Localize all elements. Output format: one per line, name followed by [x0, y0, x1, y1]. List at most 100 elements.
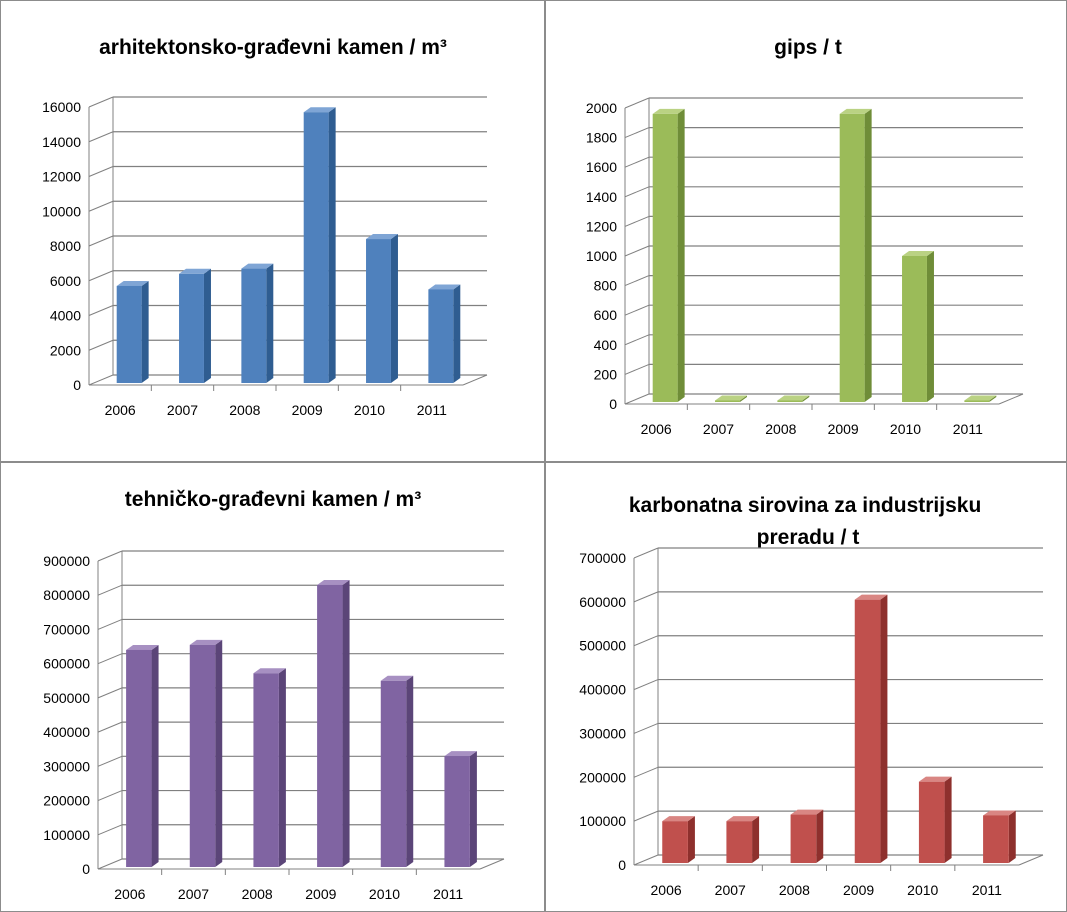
bar-top [116, 280, 149, 286]
bar-top [918, 776, 952, 782]
gridline-depth [97, 755, 123, 767]
y-tick-label: 100000 [579, 813, 626, 829]
y-tick-label: 200000 [43, 793, 90, 809]
gridline-depth [97, 824, 123, 836]
bar-front [366, 239, 391, 383]
bar-side [926, 251, 934, 402]
x-tick-label: 2011 [417, 402, 447, 418]
bar-front [983, 815, 1009, 863]
gridline-depth [97, 858, 123, 870]
y-tick-label: 0 [73, 377, 81, 393]
x-tick-label: 2011 [953, 421, 983, 437]
bar-2009 [303, 107, 336, 384]
y-tick-label: 12000 [42, 169, 81, 185]
bar-front [189, 644, 216, 867]
chart-panel-gypsum: gips / t 0 200 400 600 800 1000 1200 1400 1600 18… [545, 0, 1067, 462]
x-tick-label: 2006 [641, 421, 672, 437]
gridline-depth [97, 618, 123, 630]
y-tick-label: 300000 [579, 725, 626, 741]
gridline-depth [624, 245, 650, 257]
bar-2008 [241, 263, 274, 383]
gridline-depth [624, 156, 650, 168]
x-tick-label: 2009 [843, 882, 874, 898]
y-tick-label: 500000 [579, 638, 626, 654]
gridline-depth [97, 721, 123, 733]
bar-side [453, 284, 461, 383]
y-tick-label: 8000 [50, 238, 81, 254]
bar-side [406, 675, 414, 867]
floor-edge [1018, 854, 1044, 866]
gridline-depth [633, 547, 659, 559]
bar-front [380, 680, 407, 867]
y-tick-label: 700000 [579, 550, 626, 566]
bar-front [964, 400, 990, 402]
bar-top [179, 268, 211, 274]
y-tick-label: 900000 [43, 553, 90, 569]
x-tick-label: 2009 [828, 421, 859, 437]
bar-side [739, 395, 747, 402]
gridline-depth [97, 790, 123, 802]
bar-top [854, 594, 888, 600]
bar-side [880, 594, 888, 863]
bar-side [687, 816, 695, 863]
x-tick-label: 2006 [105, 402, 136, 418]
bar-top [444, 751, 477, 757]
gridline-depth [88, 200, 114, 212]
x-tick-label: 2006 [114, 886, 145, 902]
chart-panel-technical-stone: tehničko-građevni kamen / m³ 0 100000 2000… [0, 462, 545, 912]
bar-top [253, 668, 286, 674]
x-tick-label: 2008 [229, 402, 260, 418]
bar-2010 [918, 776, 952, 863]
gridline-depth [633, 679, 659, 691]
x-tick-label: 2007 [703, 421, 734, 437]
bar-side [469, 751, 477, 867]
bar-top [303, 107, 336, 113]
y-tick-label: 1000 [586, 248, 617, 264]
gridline-depth [633, 722, 659, 734]
bar-2010 [366, 234, 398, 383]
x-tick-label: 2007 [167, 402, 198, 418]
y-tick-label: 600000 [43, 656, 90, 672]
y-tick-label: 0 [609, 396, 617, 412]
bar-2010 [380, 675, 414, 867]
x-tick-label: 2007 [178, 886, 209, 902]
bar-side [278, 668, 286, 867]
bar-top [715, 395, 747, 401]
bar-top [726, 816, 760, 822]
bar-front [116, 285, 142, 383]
x-tick-label: 2010 [354, 402, 385, 418]
bar-front [444, 756, 470, 867]
y-tick-label: 400000 [43, 724, 90, 740]
y-tick-label: 1600 [586, 159, 617, 175]
y-tick-label: 400000 [579, 682, 626, 698]
bar-front [777, 400, 803, 402]
bar-top [902, 251, 934, 256]
bar-top [317, 579, 350, 585]
bar-top [380, 675, 414, 681]
y-tick-label: 2000 [586, 100, 617, 116]
bar-2007 [179, 268, 211, 383]
y-tick-label: 16000 [42, 99, 81, 115]
bar-2009 [317, 579, 350, 867]
bar-2011 [444, 751, 477, 867]
gridline-depth [88, 235, 114, 247]
gridline-depth [97, 653, 123, 665]
gridline-depth [88, 131, 114, 143]
floor-edge [462, 374, 488, 386]
y-tick-label: 200 [594, 366, 618, 382]
x-tick-label: 2010 [369, 886, 400, 902]
bar-top [652, 108, 685, 114]
bar-2007 [189, 639, 223, 867]
y-tick-label: 200000 [579, 769, 626, 785]
gridline-depth [633, 810, 659, 822]
floor-edge [479, 858, 505, 870]
bar-front [726, 821, 753, 863]
y-tick-label: 0 [618, 857, 626, 873]
bar-top [366, 234, 398, 240]
chart-title-line-2: preradu / t [757, 526, 860, 549]
y-tick-label: 100000 [43, 827, 90, 843]
bar-side [1008, 810, 1016, 863]
y-tick-label: 14000 [42, 134, 81, 150]
bar-2007 [726, 816, 760, 863]
bar-front [854, 599, 881, 863]
